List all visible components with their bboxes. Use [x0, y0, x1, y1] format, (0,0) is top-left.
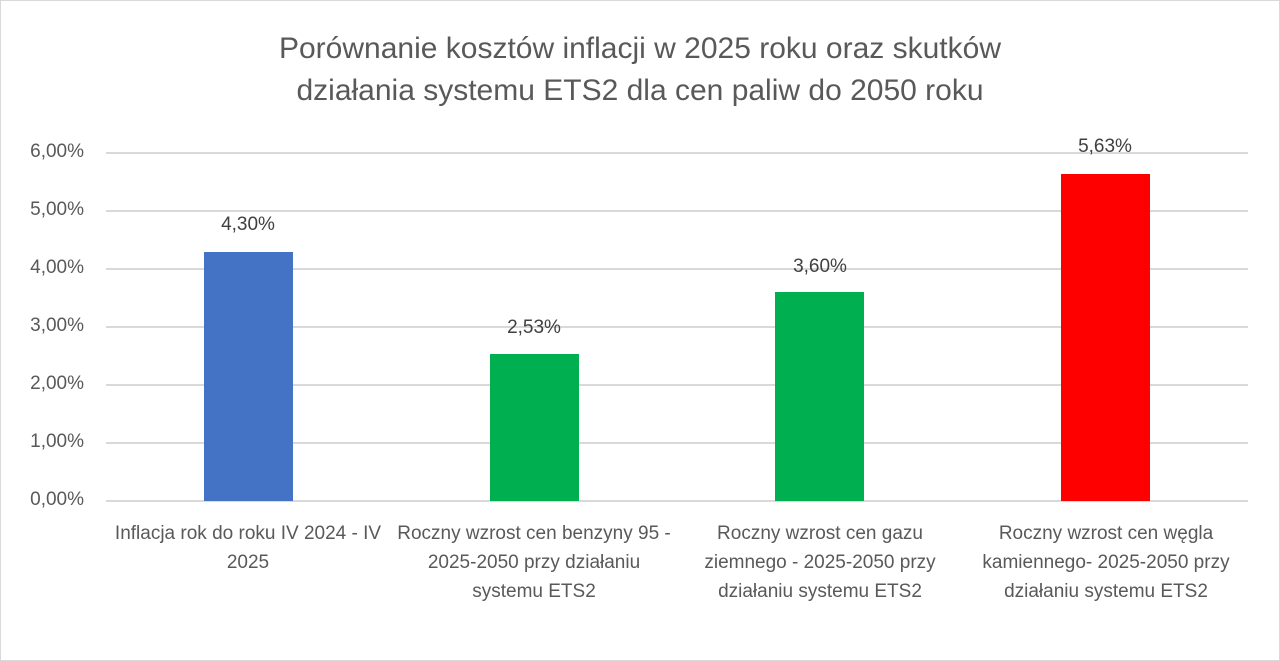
y-tick-label: 5,00% — [30, 199, 84, 220]
x-category-label: Roczny wzrost cen gazu ziemnego - 2025-2… — [704, 523, 936, 602]
y-tick-label: 3,00% — [30, 315, 84, 336]
data-label: 3,60% — [793, 256, 847, 277]
gridline — [106, 326, 1248, 328]
y-tick-label: 2,00% — [30, 373, 84, 394]
chart-title-line-1: Porównanie kosztów inflacji w 2025 roku … — [278, 32, 1001, 65]
x-axis-line — [106, 500, 1248, 502]
bar-petrol — [490, 354, 579, 501]
y-tick-label: 4,00% — [30, 257, 84, 278]
bar-natural-gas — [775, 292, 864, 501]
y-tick-label: 1,00% — [30, 431, 84, 452]
y-tick-label: 6,00% — [30, 141, 84, 162]
y-tick-label: 0,00% — [30, 489, 84, 510]
chart-title: Porównanie kosztów inflacji w 2025 roku … — [140, 28, 1140, 112]
gridline — [106, 210, 1248, 212]
gridline — [106, 442, 1248, 444]
data-label: 5,63% — [1078, 136, 1132, 157]
bar-coal — [1061, 174, 1150, 501]
x-category-label: Roczny wzrost cen węgla kamiennego- 2025… — [982, 523, 1230, 602]
bar-inflation — [204, 252, 293, 501]
x-category-label: Roczny wzrost cen benzyny 95 - 2025-2050… — [397, 523, 671, 602]
x-category-label: Inflacja rok do roku IV 2024 - IV 2025 — [114, 523, 382, 573]
gridline — [106, 152, 1248, 154]
data-label: 4,30% — [221, 214, 275, 235]
chart-title-line-2: działania systemu ETS2 dla cen paliw do … — [296, 74, 984, 107]
data-label: 2,53% — [507, 317, 561, 338]
gridline — [106, 268, 1248, 270]
gridline — [106, 384, 1248, 386]
